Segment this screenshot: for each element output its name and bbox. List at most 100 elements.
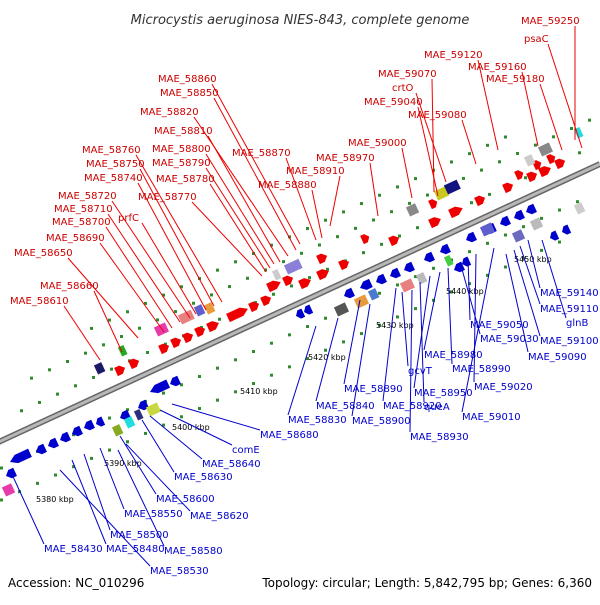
forward-gene xyxy=(316,253,328,265)
reverse-label-leader xyxy=(117,449,165,547)
reverse-gene-box xyxy=(415,272,428,285)
forward-gene-box xyxy=(283,258,303,275)
scale-tick-mark xyxy=(108,416,111,420)
scale-tick-mark xyxy=(138,326,141,330)
reverse-label-leader xyxy=(409,289,413,433)
scale-tick-mark xyxy=(414,307,417,311)
reverse-gene-label: MAE_58550 xyxy=(124,509,183,520)
forward-gene-label: MAE_58810 xyxy=(154,126,213,137)
forward-label-leader xyxy=(111,200,191,319)
label-leader-lines xyxy=(9,26,583,567)
reverse-gene-box xyxy=(367,288,380,301)
forward-gene xyxy=(170,337,182,349)
scale-tick-mark xyxy=(588,118,591,122)
scale-tick-mark xyxy=(486,273,489,277)
reverse-label-leader xyxy=(141,419,175,473)
scale-tick-label: 5390 kbp xyxy=(104,459,142,468)
forward-label-leader xyxy=(431,78,435,193)
forward-label-leader xyxy=(205,167,271,269)
reverse-gene-label: MAE_58430 xyxy=(44,544,103,555)
reverse-gene xyxy=(462,256,472,267)
reverse-gene-label: MAE_59140 xyxy=(540,288,599,299)
reverse-gene-label: MAE_58990 xyxy=(452,364,511,375)
forward-label-leader xyxy=(477,59,499,151)
reverse-gene xyxy=(562,224,572,235)
forward-label-leader xyxy=(105,226,173,329)
scale-tick-mark xyxy=(416,226,419,230)
forward-gene xyxy=(298,278,311,290)
genome-summary-text: Topology: circular; Length: 5,842,795 bp… xyxy=(261,576,592,590)
forward-gene-box xyxy=(193,304,206,317)
scale-tick-mark xyxy=(126,310,129,314)
forward-gene-label: MAE_59120 xyxy=(424,50,483,61)
forward-gene xyxy=(388,235,400,247)
reverse-label-leader xyxy=(461,247,495,413)
reverse-gene-label: comE xyxy=(232,445,260,456)
scale-tick-mark xyxy=(468,250,471,254)
forward-label-leader xyxy=(415,92,447,183)
scale-tick-mark xyxy=(216,398,219,402)
scale-tick-mark xyxy=(264,268,267,272)
reverse-gene-label: MAE_59010 xyxy=(462,412,521,423)
forward-gene-label: MAE_59250 xyxy=(521,16,580,27)
reverse-gene xyxy=(390,267,401,279)
reverse-gene-label: gcvT xyxy=(408,366,433,377)
reverse-gene-box xyxy=(353,294,369,309)
scale-tick-mark xyxy=(210,293,213,297)
reverse-label-leader xyxy=(343,299,361,385)
forward-gene-box xyxy=(405,203,420,217)
scale-tick-mark xyxy=(488,192,491,196)
forward-gene-box xyxy=(153,322,169,337)
reverse-gene-label: MAE_58930 xyxy=(410,432,469,443)
scale-tick-mark xyxy=(570,126,573,130)
reverse-label-leader xyxy=(541,239,567,319)
forward-gene-label: MAE_58780 xyxy=(156,174,215,185)
forward-gene xyxy=(546,154,556,165)
reverse-gene xyxy=(296,308,306,319)
scale-tick-mark xyxy=(36,481,39,485)
forward-gene-label: MAE_58910 xyxy=(286,166,345,177)
reverse-gene-label: MAE_58620 xyxy=(190,511,249,522)
reverse-gene-label: MAE_58500 xyxy=(110,530,169,541)
reverse-gene-label: MAE_59020 xyxy=(474,382,533,393)
reverse-label-leader xyxy=(119,435,157,495)
scale-tick-mark xyxy=(396,283,399,287)
scale-tick-mark xyxy=(234,358,237,362)
scale-tick-mark xyxy=(144,301,147,305)
reverse-gene xyxy=(84,419,95,431)
scale-tick-mark xyxy=(120,335,123,339)
forward-gene-box xyxy=(93,362,106,375)
forward-label-leader xyxy=(547,43,583,149)
reverse-label-leader xyxy=(83,453,111,531)
reverse-gene xyxy=(526,203,537,215)
reverse-gene-label: MAE_58530 xyxy=(150,566,209,577)
scale-tick-label: 5440 kbp xyxy=(446,287,484,296)
scale-tick-mark xyxy=(174,310,177,314)
reverse-gene-box xyxy=(529,217,544,231)
reverse-gene-box xyxy=(145,402,161,417)
scale-tick-mark xyxy=(516,151,519,155)
forward-label-leader xyxy=(139,168,215,307)
reverse-gene-box xyxy=(479,222,495,237)
scale-tick-mark xyxy=(524,176,527,180)
reverse-gene-box xyxy=(123,416,136,429)
scale-tick-mark xyxy=(324,316,327,320)
reverse-gene-box xyxy=(333,302,349,317)
reverse-gene xyxy=(304,304,314,315)
reverse-gene xyxy=(72,425,83,437)
forward-gene xyxy=(248,301,260,313)
reverse-label-leader xyxy=(9,469,45,545)
scale-tick-mark xyxy=(198,406,201,410)
scale-tick-mark xyxy=(180,285,183,289)
forward-label-leader xyxy=(99,242,165,333)
forward-gene xyxy=(554,158,566,170)
forward-gene xyxy=(226,307,248,323)
scale-tick-mark xyxy=(102,343,105,347)
reverse-gene xyxy=(404,261,415,273)
forward-gene-box xyxy=(271,268,282,281)
reverse-gene-label: MAE_58640 xyxy=(202,459,261,470)
reverse-gene-label: MAE_58680 xyxy=(260,430,319,441)
forward-gene xyxy=(502,182,514,194)
scale-tick-mark xyxy=(108,318,111,322)
scale-tick-mark xyxy=(162,391,165,395)
